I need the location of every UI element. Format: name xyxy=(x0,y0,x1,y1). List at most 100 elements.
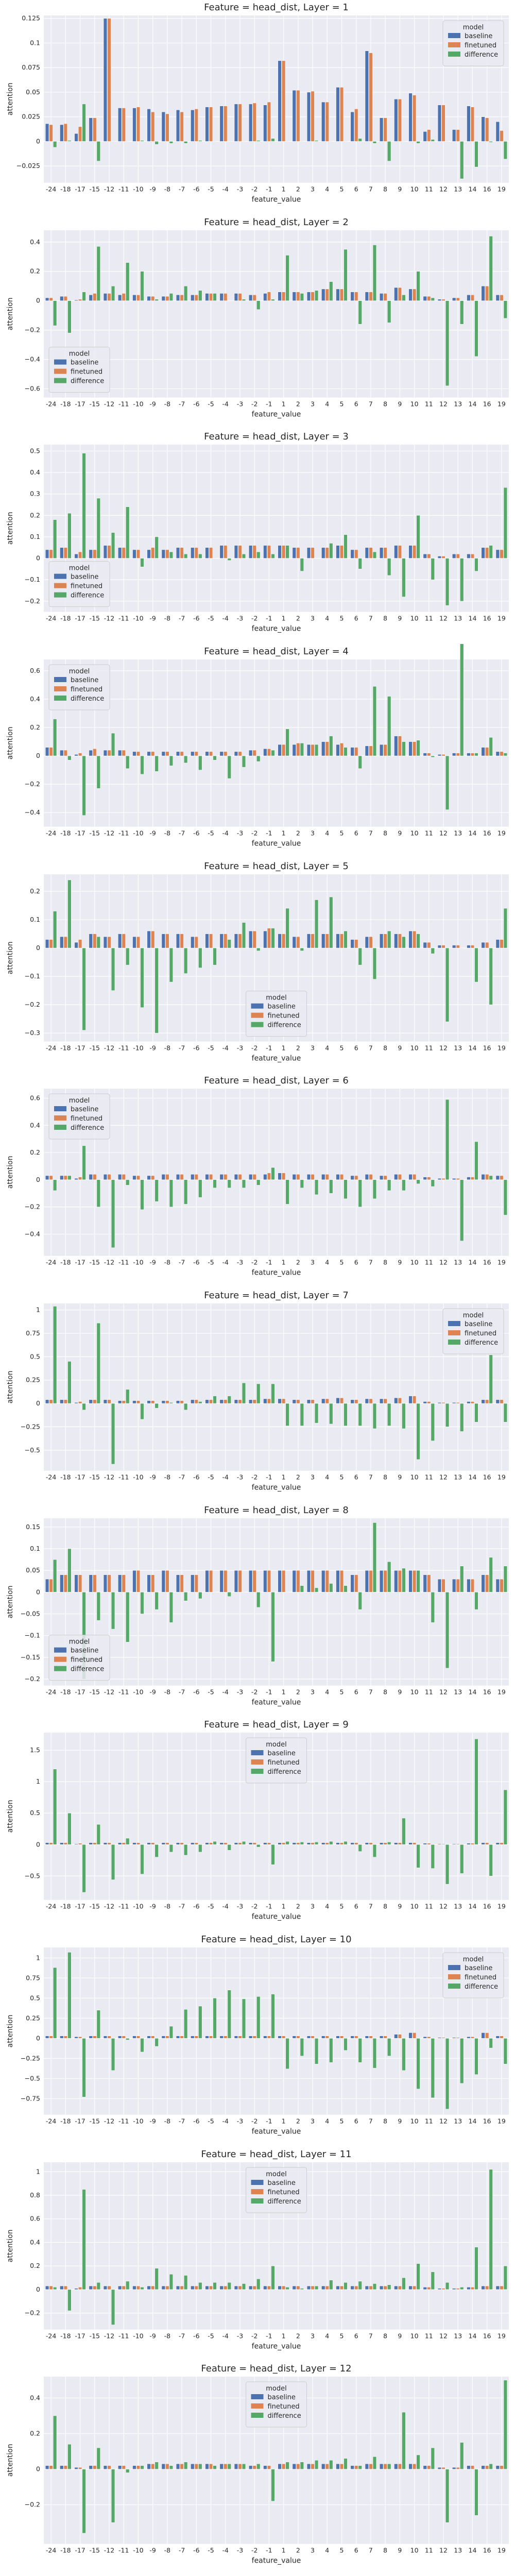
x-tick-label: 16 xyxy=(483,1903,491,1910)
bar-finetuned xyxy=(93,2285,97,2290)
bar-finetuned xyxy=(500,2036,504,2039)
x-tick-label: -8 xyxy=(164,2332,171,2340)
bar-difference xyxy=(271,927,275,948)
bar-baseline xyxy=(306,547,311,559)
bar-finetuned xyxy=(180,933,184,948)
bar-baseline xyxy=(423,2286,427,2290)
bar-baseline xyxy=(481,116,485,142)
legend-swatch-difference xyxy=(54,378,67,383)
bar-finetuned xyxy=(296,2464,300,2470)
bar-difference xyxy=(140,2038,144,2053)
x-tick-label: -5 xyxy=(208,829,214,837)
bar-difference xyxy=(183,1591,188,1601)
x-tick-label: -15 xyxy=(90,829,100,837)
bar-difference xyxy=(489,545,493,559)
bar-difference xyxy=(329,736,333,756)
bar-difference xyxy=(53,719,57,756)
y-tick-label: 0 xyxy=(36,1588,40,1596)
bar-baseline xyxy=(365,745,369,756)
bar-baseline xyxy=(278,744,282,756)
bar-finetuned xyxy=(224,545,228,559)
bar-difference xyxy=(140,271,144,301)
bar-finetuned xyxy=(412,1842,417,1845)
bar-baseline xyxy=(467,2465,471,2470)
y-tick-label: 0.6 xyxy=(30,2214,40,2222)
y-tick-label: 0 xyxy=(36,1176,40,1183)
x-tick-label: 14 xyxy=(468,400,476,408)
bar-finetuned xyxy=(470,1579,475,1592)
bar-finetuned xyxy=(325,2285,329,2290)
y-tick-label: 0 xyxy=(36,137,40,145)
bar-difference xyxy=(242,1998,246,2039)
bar-difference xyxy=(271,2469,275,2502)
bar-finetuned xyxy=(398,736,402,756)
bar-baseline xyxy=(147,2464,151,2470)
x-tick-label: 1 xyxy=(282,185,286,193)
bar-finetuned xyxy=(267,101,271,142)
x-tick-label: 6 xyxy=(354,829,358,837)
bar-difference xyxy=(314,899,319,948)
bar-difference xyxy=(329,1583,333,1592)
x-tick-label: -17 xyxy=(75,1044,85,1052)
bar-finetuned xyxy=(441,754,445,756)
x-tick-label: -4 xyxy=(222,1473,229,1481)
x-axis-label: feature_value xyxy=(252,1484,301,1492)
bar-baseline xyxy=(147,550,151,559)
bar-finetuned xyxy=(296,936,300,948)
x-tick-label: -12 xyxy=(104,1903,114,1910)
x-tick-label: 7 xyxy=(369,2332,373,2340)
y-tick-label: 1 xyxy=(36,1954,40,1961)
x-tick-label: 4 xyxy=(325,615,329,622)
bar-finetuned xyxy=(441,2467,445,2470)
chart-panel-6: −0.4−0.200.20.40.6-24 -18 -17 -15 -12 -11 -10-… xyxy=(6,1075,509,1277)
legend-label-baseline: baseline xyxy=(71,359,98,366)
y-tick-label: 0.05 xyxy=(26,1566,40,1574)
bar-finetuned xyxy=(281,2464,286,2470)
bar-baseline xyxy=(234,1842,238,1845)
bar-baseline xyxy=(263,545,267,559)
bar-difference xyxy=(445,2469,450,2523)
bar-difference xyxy=(111,733,115,756)
bar-difference xyxy=(460,644,464,756)
bar-baseline xyxy=(467,106,471,142)
legend-swatch-baseline xyxy=(251,2179,264,2185)
x-tick-label: 3 xyxy=(311,2117,315,2125)
bar-difference xyxy=(445,755,450,810)
bar-baseline xyxy=(408,2032,413,2039)
bar-difference xyxy=(183,2275,188,2290)
bar-finetuned xyxy=(383,1176,387,1180)
bar-difference xyxy=(126,2281,130,2290)
x-tick-label: -11 xyxy=(118,829,129,837)
bar-finetuned xyxy=(281,933,286,948)
x-tick-label: 13 xyxy=(454,2547,462,2554)
bar-baseline xyxy=(147,1176,151,1180)
bar-baseline xyxy=(118,2036,122,2039)
bar-baseline xyxy=(176,110,180,142)
bar-baseline xyxy=(278,2036,282,2039)
bar-finetuned xyxy=(136,550,141,559)
bar-baseline xyxy=(292,1399,296,1404)
x-axis-label: feature_value xyxy=(252,2128,301,2136)
bar-finetuned xyxy=(339,1397,344,1404)
x-tick-label: -8 xyxy=(164,2547,171,2554)
x-tick-label: 16 xyxy=(483,185,491,193)
bar-difference xyxy=(111,1844,115,1880)
legend-swatch-finetuned xyxy=(448,42,460,47)
bar-baseline xyxy=(408,1174,413,1180)
bar-finetuned xyxy=(122,933,126,948)
bar-difference xyxy=(358,1591,362,1609)
bar-finetuned xyxy=(49,297,53,301)
bar-baseline xyxy=(437,556,442,559)
bar-difference xyxy=(372,2456,377,2470)
bar-finetuned xyxy=(296,2285,300,2290)
bar-difference xyxy=(111,532,115,559)
x-tick-label: 14 xyxy=(468,2332,476,2340)
bar-finetuned xyxy=(369,1398,373,1404)
bar-difference xyxy=(227,1844,231,1851)
bar-finetuned xyxy=(238,1174,242,1180)
legend-title: model xyxy=(69,565,90,572)
x-tick-label: 19 xyxy=(497,1473,506,1481)
bar-difference xyxy=(242,299,246,301)
bar-baseline xyxy=(379,1842,384,1845)
x-axis-label: feature_value xyxy=(252,2557,301,2565)
